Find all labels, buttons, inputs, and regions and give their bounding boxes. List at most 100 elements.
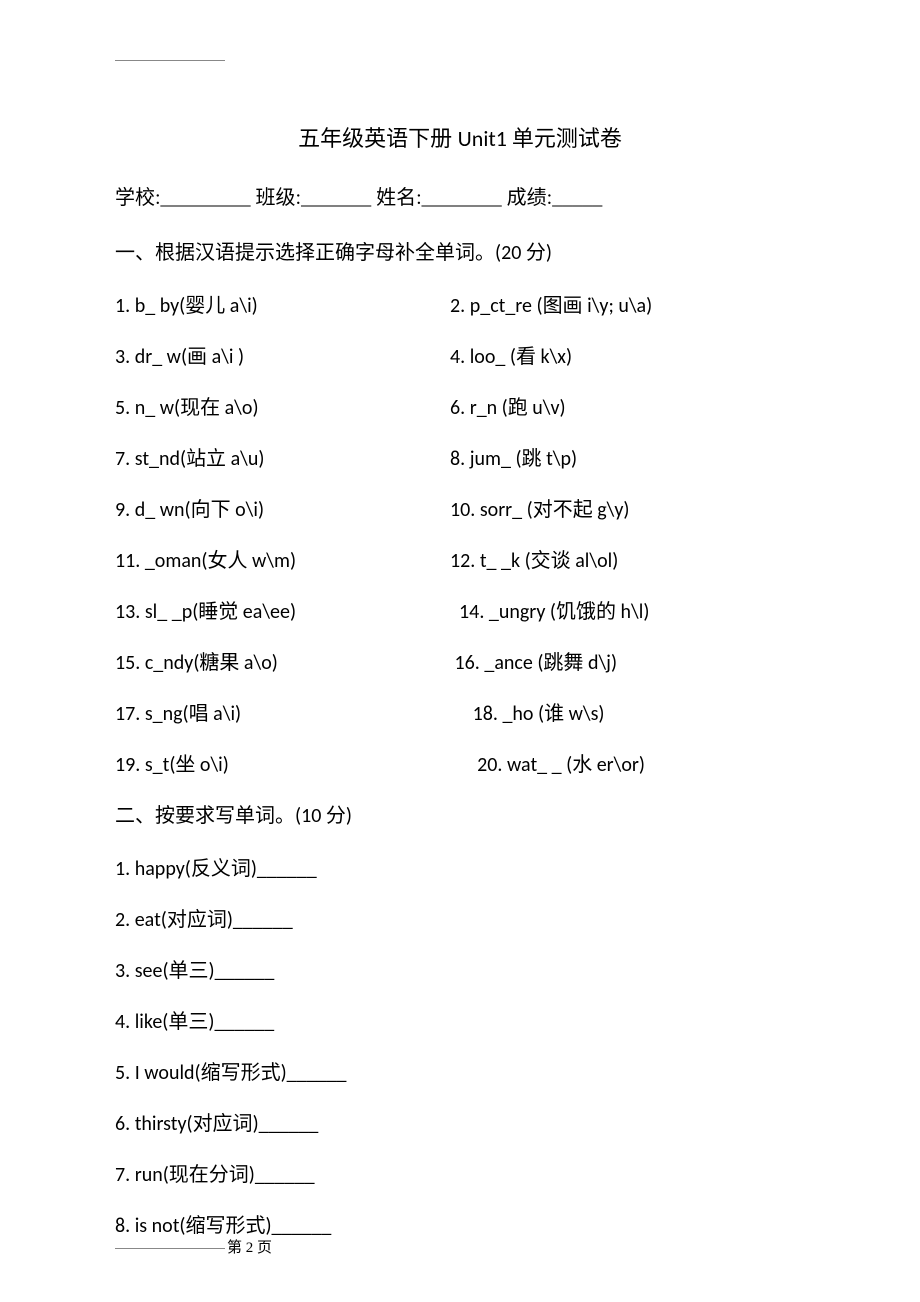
q-chinese: 跳 [522,448,542,470]
q-options: a\i) [225,294,257,318]
question-right: 16. _ance (跳舞 d\j) [450,646,805,675]
q-chinese: 对应词 [167,909,227,931]
q-num: 9. [115,498,135,522]
question-row: 3. dr_ w(画 a\i )4. loo_ (看 k\x) [115,340,805,369]
q-num: 16. [455,651,485,675]
q-english: jum_ ( [470,447,522,471]
q-num: 1. [115,857,135,881]
q-english: sl_ _p( [145,600,198,624]
q-num: 6. [450,396,470,420]
question-left: 13. sl_ _p(睡觉 ea\ee) [115,595,450,624]
question-item: 1. happy(反义词)______ [115,852,805,881]
question-left: 19. s_t(坐 o\i) [115,748,450,777]
q-chinese: 谁 [544,703,564,725]
question-left: 9. d_ wn(向下 o\i) [115,493,450,522]
title-part-2: Unit1 [458,125,512,152]
q-chinese: 单三 [168,1011,208,1033]
q-pad [450,702,473,726]
q-num: 14. [459,600,489,624]
q-chinese: 唱 [189,703,209,725]
q-english: _ungry ( [489,600,556,624]
q-num: 10. [450,498,480,522]
q-num: 4. [450,345,470,369]
question-left: 1. b_ by(婴儿 a\i) [115,289,450,318]
q-chinese: 画 [187,346,207,368]
q-english: sorr_ ( [480,498,533,522]
question-row: 17. s_ng(唱 a\i) 18. _ho (谁 w\s) [115,697,805,726]
q-english: thirsty( [135,1112,193,1136]
question-right: 12. t_ _k (交谈 al\ol) [450,544,805,573]
q-options: g\y) [593,498,630,522]
question-row: 19. s_t(坐 o\i) 20. wat_ _ (水 er\or) [115,748,805,777]
q-blank: )______ [281,1061,347,1085]
q-options: k\x) [536,345,572,369]
q-chinese: 交谈 [531,550,571,572]
q-chinese: 单三 [169,960,209,982]
section-2-heading: 二、按要求写单词。(10 分) [115,799,805,828]
q-chinese: 睡觉 [198,601,238,623]
q-chinese: 对应词 [193,1113,253,1135]
document-page: 五年级英语下册 Unit1 单元测试卷 学校:_________ 班级:____… [0,0,920,1300]
q-num: 8. [115,1214,135,1238]
title-part-3: 单元测试卷 [512,126,622,151]
q-english: n_ w( [135,396,180,420]
q-options: a\u) [226,447,264,471]
q-english: dr_ w( [135,345,187,369]
q-options: al\ol) [571,549,619,573]
q-english: s_ng( [145,702,189,726]
question-right: 18. _ho (谁 w\s) [450,697,805,726]
q-english: wat_ _ ( [507,753,572,777]
q-options: a\o) [239,651,277,675]
q-chinese: 现在 [180,397,220,419]
q-options: a\i) [209,702,241,726]
q-pad [450,753,477,777]
q-options: a\o) [220,396,258,420]
q-options: ea\ee) [238,600,296,624]
question-row: 1. b_ by(婴儿 a\i)2. p_ct_re (图画 i\y; u\a) [115,289,805,318]
q-english: happy( [135,857,191,881]
q-options: u\v) [528,396,566,420]
q-options: er\or) [592,753,645,777]
question-right: 14. _ungry (饥饿的 h\l) [450,595,805,624]
q-english: _oman( [145,549,208,573]
page-title: 五年级英语下册 Unit1 单元测试卷 [115,121,805,153]
q-options: h\l) [616,600,649,624]
q-num: 6. [115,1112,135,1136]
q-chinese: 糖果 [199,652,239,674]
question-left: 3. dr_ w(画 a\i ) [115,340,450,369]
question-right: 20. wat_ _ (水 er\or) [450,748,805,777]
q-num: 3. [115,345,135,369]
q-num: 17. [115,702,145,726]
q-chinese: 向下 [191,499,231,521]
question-left: 11. _oman(女人 w\m) [115,544,450,573]
q-blank: )______ [265,1214,331,1238]
q-num: 19. [115,753,145,777]
section-1-heading: 一、根据汉语提示选择正确字母补全单词。(20 分) [115,236,805,265]
question-row: 13. sl_ _p(睡觉 ea\ee) 14. _ungry (饥饿的 h\l… [115,595,805,624]
q-english: t_ _k ( [480,549,531,573]
q-english: st_nd( [135,447,186,471]
question-item: 3. see(单三)______ [115,954,805,983]
q-options: i\y; u\a) [583,294,653,318]
q-blank: )______ [227,908,293,932]
q-chinese: 缩写形式 [185,1215,265,1237]
q-options: w\m) [247,549,296,573]
section-1-score: (20 分) [495,241,552,265]
question-left: 5. n_ w(现在 a\o) [115,391,450,420]
q-chinese: 缩写形式 [201,1062,281,1084]
q-english: b_ by( [135,294,186,318]
top-rule [115,60,225,61]
page-footer: 第 2 页 [115,1236,272,1257]
q-english: loo_ ( [470,345,516,369]
q-num: 5. [115,396,135,420]
q-num: 18. [473,702,503,726]
question-right: 8. jum_ (跳 t\p) [450,442,805,471]
q-num: 11. [115,549,145,573]
footer-rule [115,1248,225,1249]
q-options: t\p) [542,447,578,471]
q-num: 3. [115,959,135,983]
q-num: 12. [450,549,480,573]
question-item: 6. thirsty(对应词)______ [115,1107,805,1136]
q-english: eat( [135,908,167,932]
q-english: _ance ( [484,651,543,675]
